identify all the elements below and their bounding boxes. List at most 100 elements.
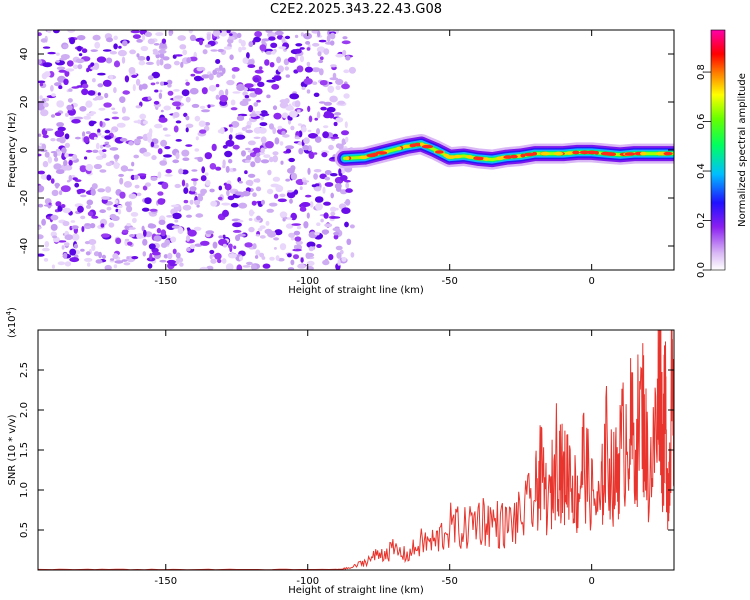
noise-speckle: [117, 204, 123, 209]
noise-speckle: [209, 163, 217, 170]
noise-speckle: [233, 245, 237, 250]
noise-speckle: [307, 129, 312, 133]
noise-speckle: [289, 93, 300, 100]
noise-speckle: [230, 107, 238, 111]
noise-speckle: [249, 92, 258, 98]
noise-speckle: [38, 170, 45, 175]
noise-speckle: [99, 120, 103, 127]
noise-speckle: [295, 240, 303, 245]
noise-speckle: [336, 252, 342, 259]
noise-speckle: [174, 54, 183, 57]
noise-speckle: [139, 113, 147, 120]
noise-speckle: [98, 107, 106, 111]
noise-speckle: [204, 44, 212, 48]
noise-speckle: [171, 225, 181, 229]
noise-speckle: [323, 212, 329, 219]
noise-speckle: [269, 256, 275, 261]
noise-speckle: [164, 146, 171, 150]
noise-speckle: [164, 174, 173, 177]
noise-speckle: [93, 163, 102, 170]
noise-speckle: [225, 165, 230, 173]
noise-speckle: [293, 230, 301, 236]
noise-speckle: [113, 264, 118, 269]
spectrogram-x-tick-label: 0: [588, 276, 594, 287]
signal-hotspot: [663, 151, 673, 156]
noise-speckle: [308, 246, 314, 252]
snr-scale-label: (x104): [5, 307, 18, 338]
noise-speckle: [93, 251, 100, 257]
noise-speckle: [306, 260, 315, 266]
spectrogram-y-tick-label: 0: [19, 147, 30, 153]
noise-speckle: [201, 74, 210, 79]
noise-speckle: [323, 48, 330, 55]
noise-speckle: [115, 208, 119, 213]
noise-speckle: [236, 264, 243, 270]
noise-speckle: [247, 64, 256, 68]
noise-speckle: [174, 95, 184, 99]
noise-speckle: [65, 112, 69, 117]
noise-speckle: [173, 125, 179, 133]
noise-speckle: [197, 195, 204, 202]
noise-speckle: [288, 157, 296, 163]
noise-speckle: [158, 117, 168, 123]
noise-speckle: [320, 106, 327, 111]
noise-speckle: [165, 235, 171, 239]
noise-speckle: [343, 69, 350, 74]
noise-speckle: [162, 127, 168, 131]
signal-hotspot: [466, 155, 473, 159]
noise-speckle: [62, 252, 68, 259]
noise-speckle: [163, 63, 172, 70]
noise-speckle: [342, 49, 347, 56]
noise-speckle: [200, 175, 207, 182]
noise-speckle: [58, 69, 67, 73]
noise-speckle: [242, 57, 249, 64]
noise-speckle: [329, 32, 336, 40]
noise-speckle: [121, 56, 126, 64]
noise-speckle: [204, 122, 211, 126]
snr-y-tick-label: 0.5: [19, 522, 30, 538]
noise-speckle: [55, 149, 61, 152]
noise-speckle: [301, 86, 306, 91]
noise-speckle: [90, 66, 97, 70]
noise-speckle: [335, 85, 341, 91]
noise-speckle: [341, 83, 350, 90]
noise-speckle: [238, 202, 248, 209]
noise-speckle: [147, 38, 155, 45]
noise-speckle: [105, 162, 113, 167]
noise-speckle: [71, 225, 79, 230]
noise-speckle: [166, 215, 174, 218]
noise-speckle: [317, 51, 322, 57]
noise-speckle: [92, 149, 99, 153]
noise-speckle: [257, 81, 265, 88]
noise-speckle: [112, 253, 119, 260]
noise-speckle: [269, 156, 274, 163]
noise-speckle: [147, 75, 154, 81]
noise-speckle: [123, 181, 132, 188]
noise-speckle: [245, 125, 251, 129]
noise-speckle: [38, 234, 44, 240]
noise-speckle: [61, 147, 67, 154]
noise-speckle: [197, 156, 204, 162]
noise-speckle: [111, 116, 120, 120]
noise-speckle: [177, 35, 186, 41]
noise-speckle: [196, 204, 200, 208]
noise-speckle: [207, 104, 211, 109]
noise-speckle: [314, 231, 320, 236]
noise-speckle: [185, 115, 190, 121]
noise-speckle: [45, 97, 50, 102]
noise-speckle: [287, 56, 296, 63]
noise-speckle: [44, 151, 50, 158]
noise-speckle: [99, 209, 106, 214]
signal-hotspot: [532, 151, 538, 156]
noise-speckle: [323, 230, 328, 235]
noise-speckle: [47, 51, 56, 55]
spectrogram-x-tick-label: -100: [296, 276, 319, 287]
noise-speckle: [330, 211, 336, 216]
noise-speckle: [167, 83, 172, 88]
noise-speckle: [226, 79, 235, 86]
noise-speckle: [142, 151, 151, 157]
noise-speckle: [330, 192, 335, 199]
noise-speckle: [60, 54, 70, 60]
noise-speckle: [344, 179, 351, 183]
noise-speckle: [273, 75, 282, 81]
